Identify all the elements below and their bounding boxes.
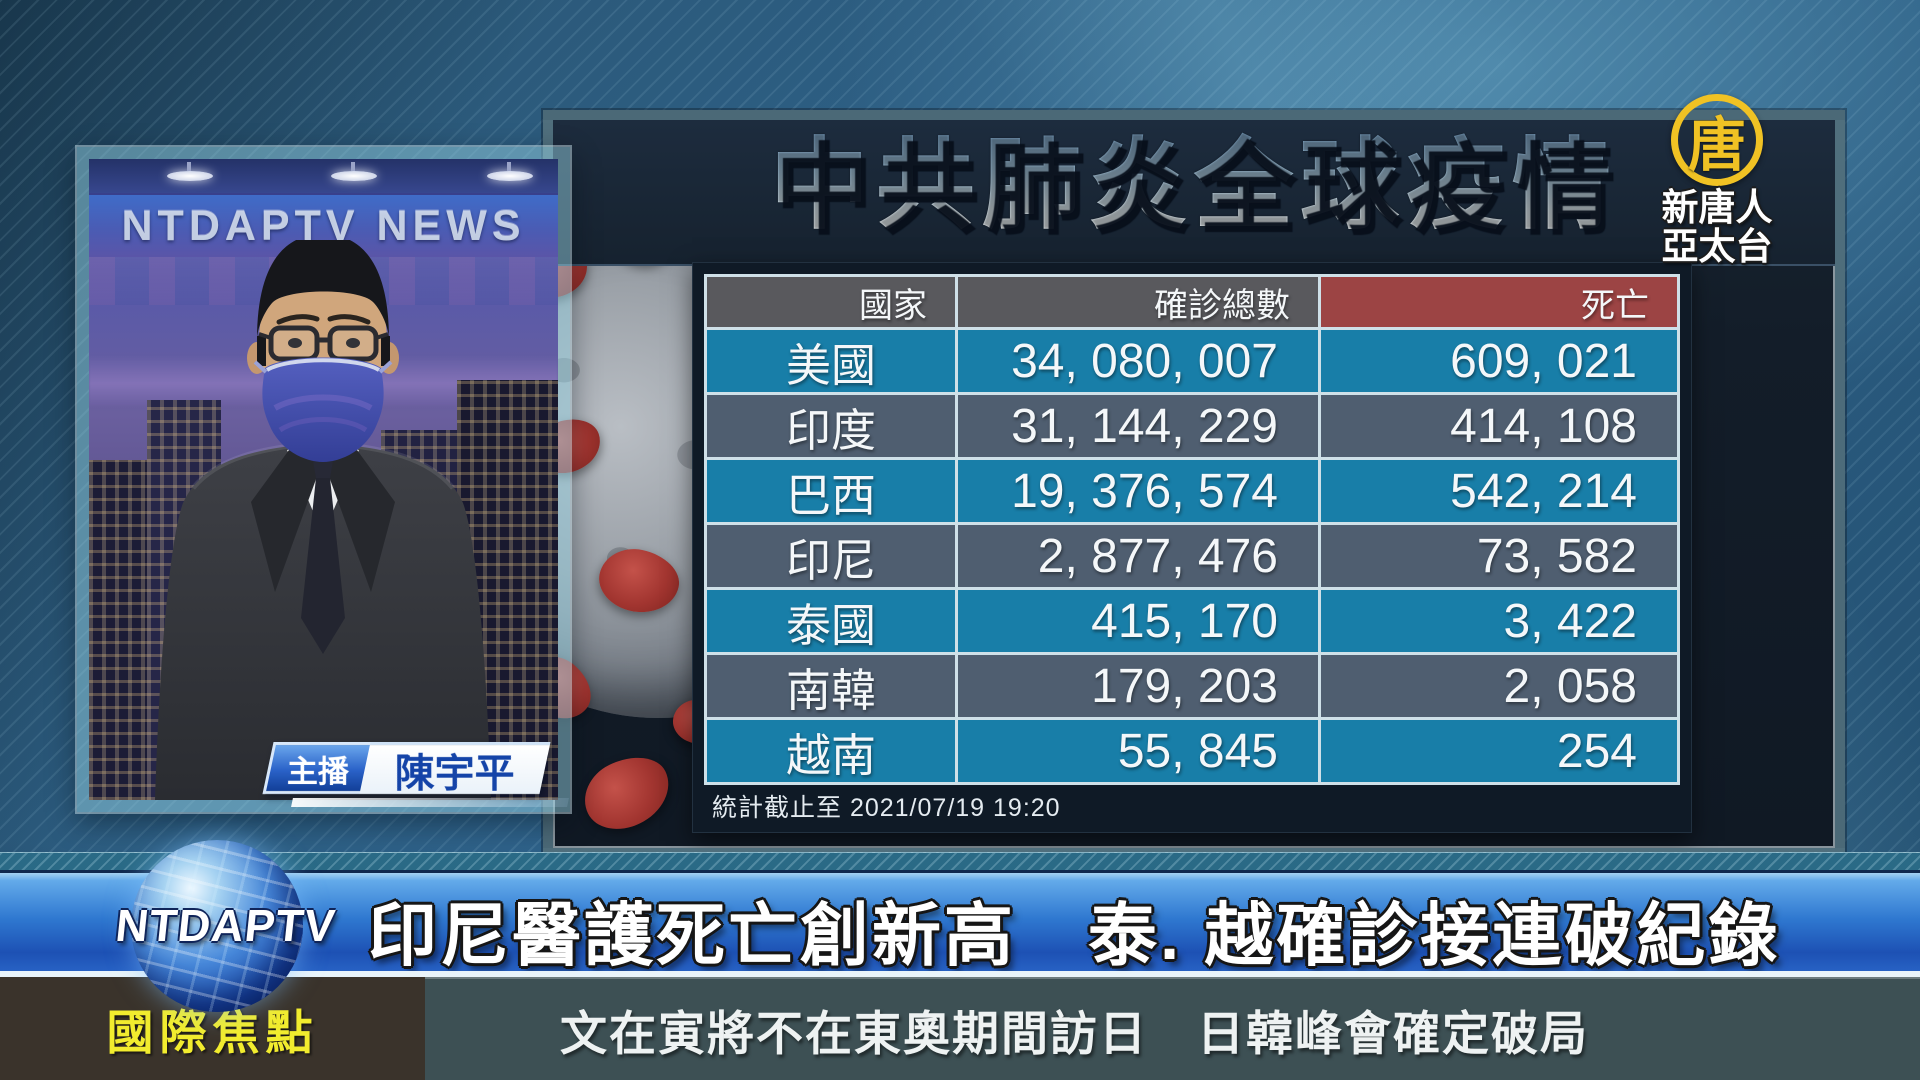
secondary-headline-bar: 文在寅將不在東奧期間訪日 日韓峰會確定破局 <box>425 977 1920 1080</box>
table-cell-confirmed: 415, 170 <box>958 590 1318 652</box>
table-cell-country: 越南 <box>707 720 955 782</box>
covid-stats-panel: 中共肺炎全球疫情 國家 確診總數 死亡 美國 34, 080, 007 609,… <box>543 110 1845 858</box>
channel-globe-logo: NTDAPTV <box>113 840 339 1012</box>
studio-lamp-icon <box>331 162 377 181</box>
station-logo-name-line1: 新唐人 <box>1661 187 1773 228</box>
table-cell-deaths: 2, 058 <box>1321 655 1677 717</box>
globe-channel-text: NTDAPTV <box>113 900 339 951</box>
column-header-country: 國家 <box>707 277 955 327</box>
table-cell-confirmed: 55, 845 <box>958 720 1318 782</box>
table-cell-confirmed: 2, 877, 476 <box>958 525 1318 587</box>
studio-scene: NTDAPTV NEWS <box>89 159 558 800</box>
anchor-name: 陳宇平 <box>394 751 515 796</box>
studio-lamp-icon <box>167 162 213 181</box>
column-header-deaths: 死亡 <box>1321 277 1677 327</box>
secondary-headline-text: 文在寅將不在東奧期間訪日 日韓峰會確定破局 <box>560 1007 1589 1060</box>
table-cell-confirmed: 19, 376, 574 <box>958 460 1318 522</box>
table-cell-deaths: 414, 108 <box>1321 395 1677 457</box>
caption-underline <box>291 798 569 807</box>
table-cell-country: 印度 <box>707 395 955 457</box>
table-cell-deaths: 3, 422 <box>1321 590 1677 652</box>
anchor-name-plate: 陳宇平 <box>359 742 551 796</box>
panel-title: 中共肺炎全球疫情 <box>553 128 1835 242</box>
table-cell-country: 印尼 <box>707 525 955 587</box>
table-cell-confirmed: 179, 203 <box>958 655 1318 717</box>
stats-table-frame: 國家 確診總數 死亡 美國 34, 080, 007 609, 021 印度 3… <box>692 262 1692 833</box>
ticker-top-strip <box>0 852 1920 872</box>
table-cell-deaths: 542, 214 <box>1321 460 1677 522</box>
table-cell-confirmed: 34, 080, 007 <box>958 330 1318 392</box>
station-logo-name-line2: 亞太台 <box>1661 226 1773 267</box>
stats-table: 國家 確診總數 死亡 美國 34, 080, 007 609, 021 印度 3… <box>704 274 1680 785</box>
virus-spike-blob <box>572 744 682 842</box>
table-cell-deaths: 609, 021 <box>1321 330 1677 392</box>
table-cell-country: 巴西 <box>707 460 955 522</box>
anchor-caption: 主播 陳宇平 <box>262 742 551 796</box>
headline-ticker-text: 印尼醫護死亡創新高 泰. 越確診接連破紀錄 <box>368 897 1781 974</box>
table-cell-country: 美國 <box>707 330 955 392</box>
anchor-role-label: 主播 <box>287 753 349 789</box>
table-cell-confirmed: 31, 144, 229 <box>958 395 1318 457</box>
station-logo: 唐 新唐人 亞太台 <box>1642 94 1792 266</box>
globe-icon <box>131 840 303 1012</box>
column-header-confirmed: 確診總數 <box>958 277 1318 327</box>
headline-ticker-bar <box>0 870 1920 976</box>
table-cell-deaths: 254 <box>1321 720 1677 782</box>
stats-cutoff-timestamp: 統計截止至 2021/07/19 19:20 <box>712 794 1061 822</box>
table-cell-country: 南韓 <box>707 655 955 717</box>
station-logo-name: 新唐人 亞太台 <box>1642 188 1792 266</box>
table-cell-country: 泰國 <box>707 590 955 652</box>
station-logo-icon: 唐 <box>1671 94 1763 186</box>
anchor-role-badge: 主播 <box>262 742 371 794</box>
bottom-info-bar: 國際焦點 文在寅將不在東奧期間訪日 日韓峰會確定破局 <box>0 977 1920 1080</box>
table-cell-deaths: 73, 582 <box>1321 525 1677 587</box>
news-anchor-illustration <box>155 240 491 800</box>
anchor-video-inset: NTDAPTV NEWS <box>77 147 570 812</box>
title-band <box>553 120 1835 266</box>
news-category-label: 國際焦點 <box>106 1006 319 1059</box>
studio-lamp-icon <box>487 162 533 181</box>
ticker-divider-line <box>0 971 1920 977</box>
